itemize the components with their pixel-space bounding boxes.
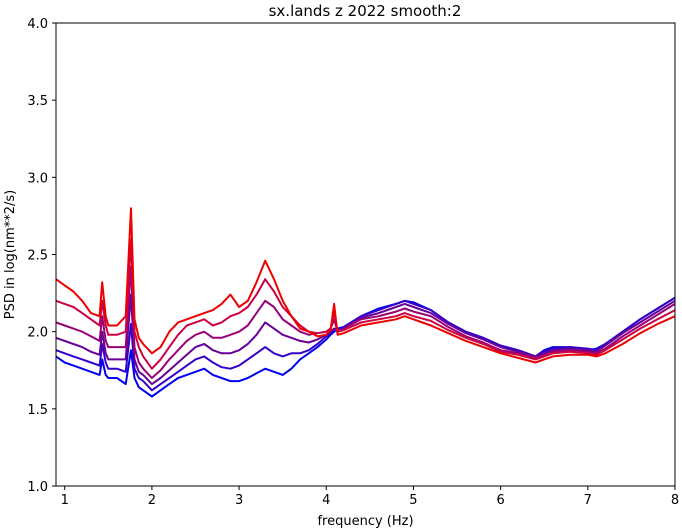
y-tick-label: 2.0 bbox=[27, 326, 48, 341]
x-tick-label: 4 bbox=[322, 493, 330, 508]
x-tick-label: 2 bbox=[148, 493, 156, 508]
plot-frame bbox=[55, 22, 676, 487]
x-tick-label: 1 bbox=[61, 493, 69, 508]
x-axis-title: frequency (Hz) bbox=[317, 514, 413, 529]
series-line-4 bbox=[55, 265, 676, 379]
series-line-6 bbox=[55, 207, 676, 364]
tick-layer: 1 2 3 4 5 6 7 8 1.0 1.5 2.0 2.5 3.0 3.5 4.0 bbox=[27, 17, 679, 508]
y-tick-label: 1.5 bbox=[27, 403, 48, 418]
series-line-2 bbox=[55, 296, 676, 392]
x-tick-label: 3 bbox=[235, 493, 243, 508]
y-tick-label: 3.5 bbox=[27, 94, 48, 109]
x-tick-label: 6 bbox=[496, 493, 504, 508]
chart-title: sx.lands z 2022 smooth:2 bbox=[269, 2, 462, 20]
series-line-3 bbox=[55, 293, 676, 386]
x-tick-label: 8 bbox=[671, 493, 679, 508]
y-tick-label: 4.0 bbox=[27, 17, 48, 32]
y-axis-title: PSD in log(nm**2/s) bbox=[3, 190, 18, 320]
y-tick-label: 1.0 bbox=[27, 480, 48, 495]
x-tick-label: 7 bbox=[584, 493, 592, 508]
series-layer bbox=[55, 207, 676, 398]
x-tick-label: 5 bbox=[409, 493, 417, 508]
y-tick-label: 3.0 bbox=[27, 171, 48, 186]
y-tick-label: 2.5 bbox=[27, 249, 48, 264]
